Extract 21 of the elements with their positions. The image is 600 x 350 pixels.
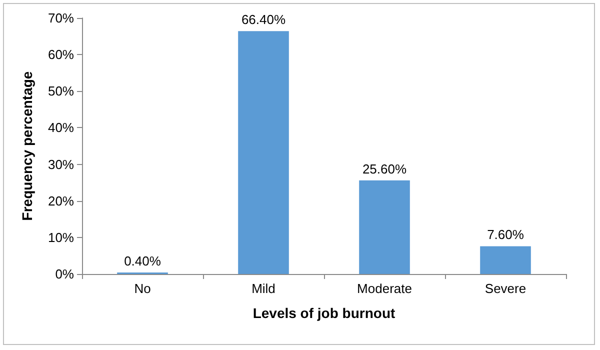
y-axis-title: Frequency percentage [19, 71, 35, 221]
y-tick-label: 60% [48, 47, 74, 62]
y-tick-label: 0% [55, 266, 74, 282]
data-label: 25.60% [362, 161, 407, 176]
y-tick-label: 50% [48, 84, 74, 99]
x-axis-title: Levels of job burnout [252, 305, 396, 321]
y-tick-label: 40% [48, 120, 74, 136]
data-label: 0.40% [124, 254, 162, 269]
y-tick-label: 20% [48, 193, 74, 208]
x-tick-label: Mild [252, 281, 276, 296]
bar [359, 180, 410, 274]
x-tick-label: Severe [484, 281, 526, 296]
x-tick-label: Moderate [357, 281, 412, 296]
bar [480, 246, 531, 274]
data-label: 66.40% [241, 12, 286, 28]
data-label: 7.60% [487, 227, 524, 242]
y-tick-label: 10% [48, 230, 74, 245]
y-tick-label: 30% [48, 156, 74, 172]
x-tick-label: No [134, 281, 151, 296]
y-tick-label: 70% [48, 10, 74, 26]
bar [238, 31, 289, 274]
